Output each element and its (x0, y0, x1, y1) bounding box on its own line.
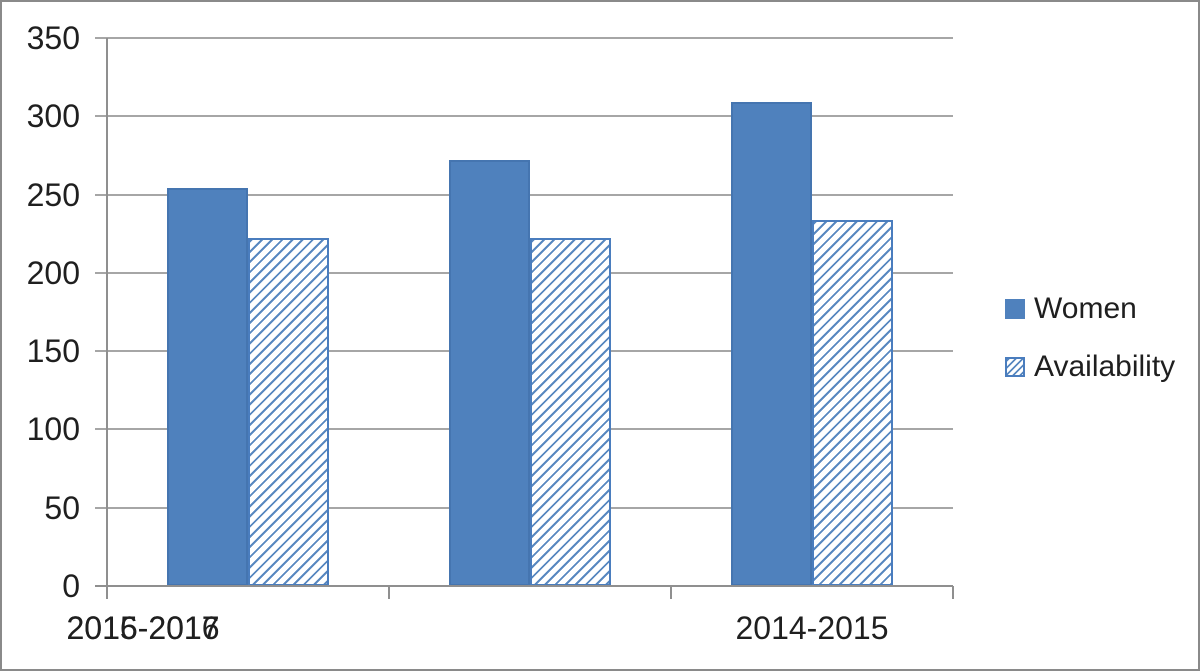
y-axis-line (106, 38, 108, 599)
category-boundary-tick (670, 586, 672, 599)
availability-series-swatch-icon (1005, 357, 1025, 377)
bar-availability-2015-2016[interactable] (530, 238, 611, 586)
legend-item-availability[interactable]: Availability (1005, 350, 1175, 384)
plot-area (95, 37, 954, 599)
gridline-300 (95, 115, 953, 118)
x-axis-label-2014-2015: 2014-2015 (735, 610, 889, 646)
bar-women-2014-2015[interactable] (167, 188, 248, 586)
x-axis-line (95, 585, 953, 587)
y-axis-label-250: 250 (26, 176, 80, 213)
x-axis-label-2016-2017: 2016-2017 (66, 610, 220, 646)
category-boundary-tick (388, 586, 390, 599)
bar-availability-2016-2017[interactable] (812, 219, 893, 586)
women-series-swatch-icon (1005, 299, 1025, 319)
y-axis-label-50: 50 (44, 489, 80, 526)
legend: Women Availability (1005, 292, 1175, 408)
y-axis-label-350: 350 (26, 20, 80, 56)
legend-label-availability: Availability (1034, 350, 1176, 383)
bar-availability-2014-2015[interactable] (248, 238, 329, 586)
bar-women-2016-2017[interactable] (731, 102, 812, 586)
y-axis-label-300: 300 (26, 98, 80, 135)
y-axis-label-0: 0 (62, 568, 80, 604)
y-axis-label-200: 200 (26, 254, 80, 291)
category-boundary-tick (952, 586, 954, 599)
y-axis-label-100: 100 (26, 411, 80, 448)
bar-women-2015-2016[interactable] (449, 160, 530, 586)
y-axis-label-150: 150 (26, 333, 80, 370)
x-axis-label-2015-2016: 2015-2016 (66, 610, 220, 646)
legend-label-women: Women (1034, 292, 1137, 325)
gridline-350 (95, 37, 953, 39)
legend-item-women[interactable]: Women (1005, 292, 1175, 326)
